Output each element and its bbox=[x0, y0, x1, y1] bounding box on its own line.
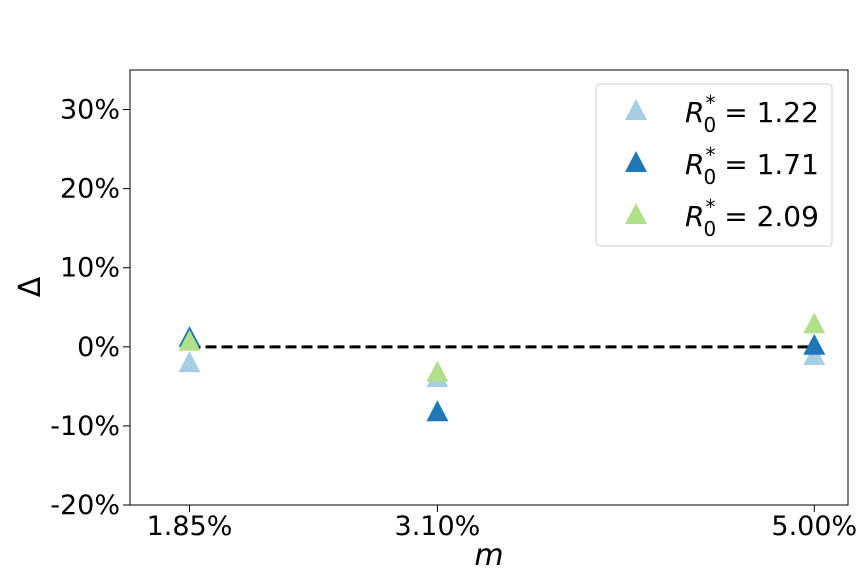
legend-label: R* 0 = 1.71 bbox=[685, 143, 819, 189]
x-tick-label: 5.00% bbox=[771, 511, 857, 542]
legend-superscript: * bbox=[705, 91, 715, 115]
y-axis-title: Δ bbox=[13, 276, 48, 297]
legend-superscript: * bbox=[705, 143, 715, 167]
legend-subscript: 0 bbox=[703, 217, 716, 241]
legend-subscript: 0 bbox=[703, 113, 716, 137]
legend-box bbox=[595, 83, 833, 247]
y-axis: -20% -10% 0% 10% 20% 30% bbox=[50, 95, 130, 521]
legend: R* 0 = 1.22R* 0 = 1.71R* 0 = 2.09 bbox=[595, 83, 833, 247]
legend-symbol: R bbox=[685, 96, 704, 129]
legend-label: R* 0 = 1.22 bbox=[685, 91, 819, 137]
data-points bbox=[178, 312, 826, 422]
y-tick-label: 10% bbox=[60, 253, 120, 284]
plot-frame bbox=[129, 69, 849, 506]
data-point-series-2 bbox=[803, 333, 826, 355]
legend-symbol: R bbox=[685, 200, 704, 233]
legend-marker bbox=[625, 99, 647, 120]
y-tick-label: 20% bbox=[60, 174, 120, 205]
x-axis-title: m bbox=[474, 538, 503, 573]
y-tick-label: -20% bbox=[50, 490, 120, 521]
legend-marker bbox=[625, 203, 647, 224]
legend-value: = 1.22 bbox=[724, 96, 819, 129]
x-axis: 1.85% 3.10% 5.00% bbox=[147, 505, 857, 542]
data-point-series-3 bbox=[803, 312, 826, 334]
y-tick-label: 30% bbox=[60, 95, 120, 126]
plot-area-border bbox=[129, 69, 849, 506]
legend-label: R* 0 = 2.09 bbox=[685, 195, 819, 241]
x-tick-label: 1.85% bbox=[147, 511, 233, 542]
legend-subscript: 0 bbox=[703, 165, 716, 189]
y-tick-label: 0% bbox=[77, 332, 120, 363]
x-tick-label: 3.10% bbox=[395, 511, 481, 542]
data-point-series-3 bbox=[178, 329, 201, 351]
legend-value: = 2.09 bbox=[724, 200, 819, 233]
data-point-series-3 bbox=[426, 360, 449, 382]
legend-value: = 1.71 bbox=[724, 148, 819, 181]
legend-marker bbox=[625, 151, 647, 172]
legend-symbol: R bbox=[685, 148, 704, 181]
data-point-series-2 bbox=[426, 400, 449, 422]
data-point-series-1 bbox=[178, 351, 201, 373]
y-tick-label: -10% bbox=[50, 411, 120, 442]
legend-superscript: * bbox=[705, 195, 715, 219]
